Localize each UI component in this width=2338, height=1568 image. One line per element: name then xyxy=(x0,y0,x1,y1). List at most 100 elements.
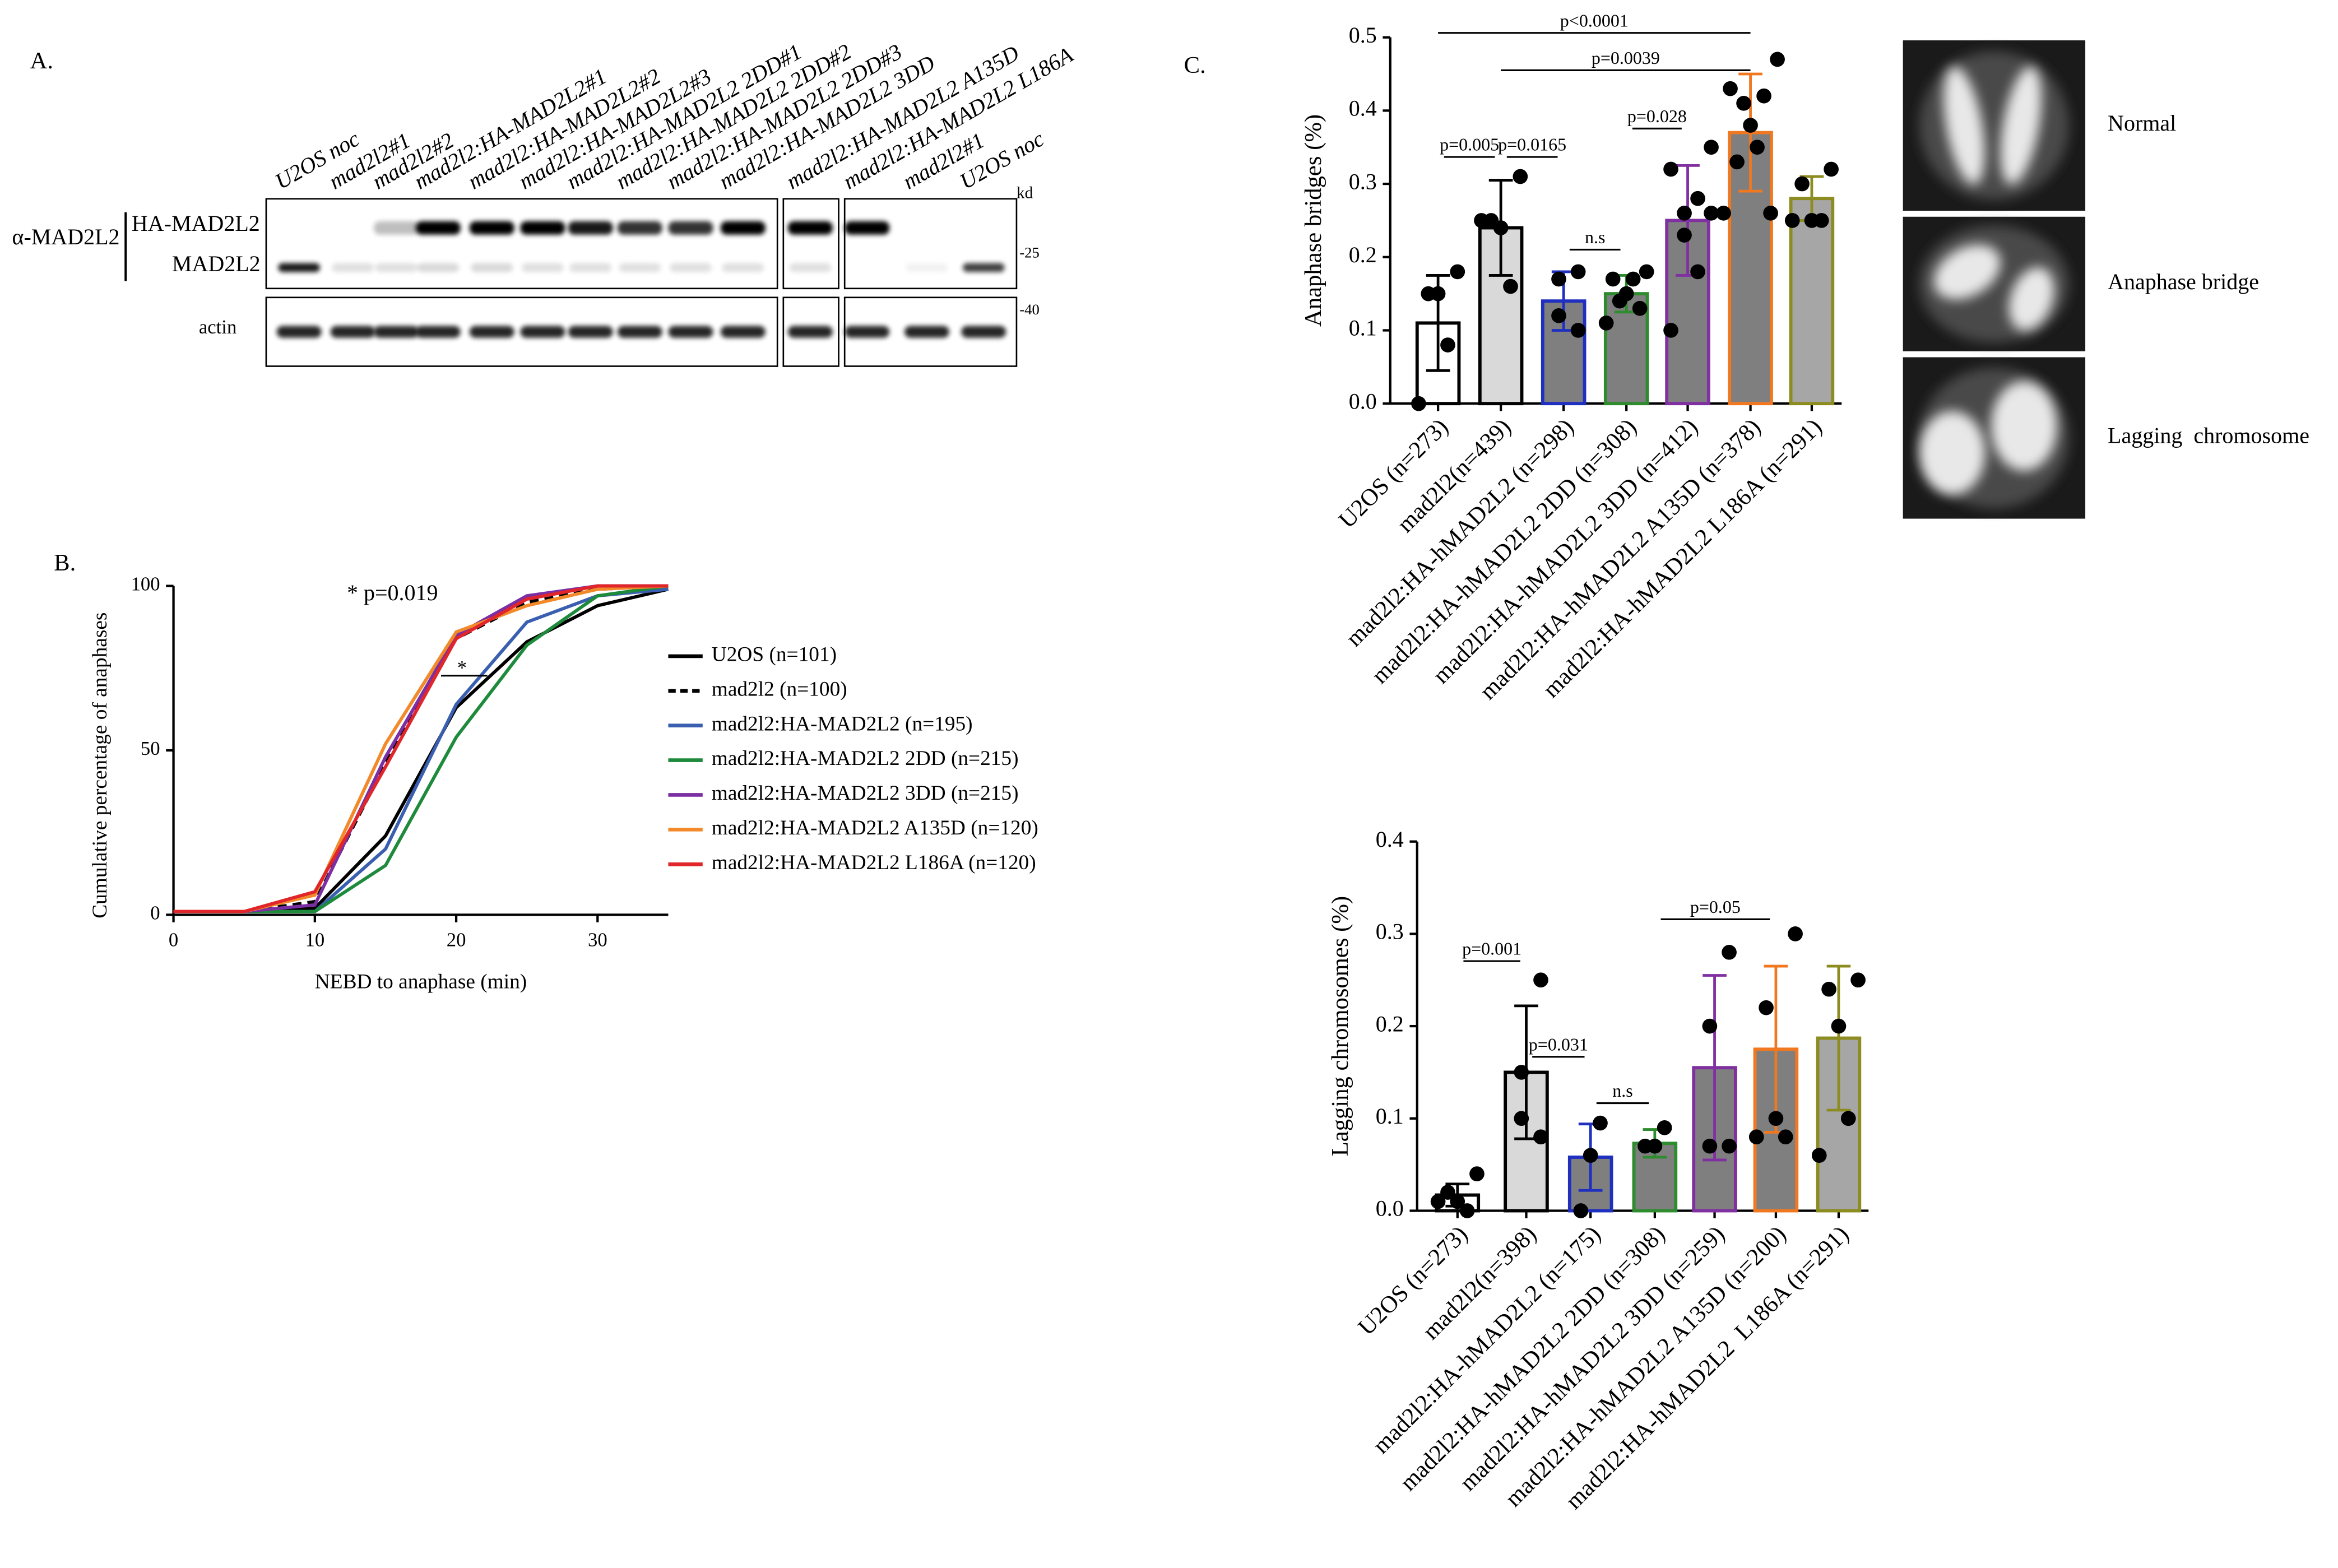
panel-label: B. xyxy=(54,550,76,576)
annotation: p<0.0001 xyxy=(1560,10,1629,30)
band xyxy=(789,263,832,272)
band xyxy=(469,326,514,338)
annotation: * p=0.019 xyxy=(347,580,438,605)
unit-label: kd xyxy=(1017,184,1033,202)
annotation: n.s xyxy=(1612,1080,1632,1101)
data-point xyxy=(1573,1203,1589,1218)
data-point xyxy=(1513,169,1528,184)
chromosomes xyxy=(2008,267,2054,331)
data-point xyxy=(1813,213,1829,228)
band xyxy=(332,263,374,272)
data-point xyxy=(1430,286,1446,301)
band xyxy=(720,221,766,235)
legend-label: U2OS (n=101) xyxy=(712,643,837,666)
band xyxy=(720,326,766,338)
data-point xyxy=(1702,1018,1718,1034)
band xyxy=(520,221,565,235)
legend-label: mad2l2:HA-MAD2L2 A135D (n=120) xyxy=(712,817,1038,839)
line xyxy=(173,584,669,913)
band xyxy=(520,326,565,338)
x-tick-label: 30 xyxy=(588,929,607,950)
data-point xyxy=(1533,972,1548,988)
band xyxy=(845,326,890,338)
chromosomes xyxy=(1919,411,1986,495)
data-point xyxy=(1440,337,1455,352)
data-point xyxy=(1788,926,1803,941)
band-label: actin xyxy=(199,317,236,338)
blot-frame xyxy=(782,198,839,290)
band xyxy=(522,263,564,272)
data-point xyxy=(1690,191,1705,206)
band xyxy=(375,263,418,272)
band xyxy=(471,263,513,272)
data-point xyxy=(1722,1138,1737,1154)
data-point xyxy=(1824,161,1839,177)
data-point xyxy=(1605,271,1621,287)
data-point xyxy=(1821,981,1836,997)
data-point xyxy=(1811,1148,1827,1163)
band xyxy=(670,263,712,272)
error-bar xyxy=(1826,964,1851,1112)
bar xyxy=(1789,197,1835,406)
data-point xyxy=(1583,1148,1598,1163)
line xyxy=(173,587,669,913)
annotation: p=0.005 xyxy=(1440,134,1499,155)
marker-label: -25 xyxy=(1019,244,1040,261)
blot-frame xyxy=(843,296,1018,367)
data-point xyxy=(1440,1185,1455,1200)
y-tick-label: 50 xyxy=(141,738,160,759)
x-axis-label: NEBD to anaphase (min) xyxy=(315,971,527,994)
data-point xyxy=(1551,271,1566,287)
band xyxy=(415,221,461,235)
data-point xyxy=(1750,140,1765,155)
data-point xyxy=(1625,271,1641,287)
annotation: * xyxy=(457,657,467,679)
y-tick-label: 0.4 xyxy=(1349,96,1377,121)
data-point xyxy=(1748,1129,1764,1145)
y-tick-label: 0.0 xyxy=(1376,1196,1404,1221)
data-point xyxy=(1704,206,1719,221)
data-point xyxy=(1794,176,1810,192)
y-tick-label: 0.4 xyxy=(1376,827,1404,852)
x-tick-label: 0 xyxy=(169,929,178,950)
blot-frame xyxy=(265,198,778,290)
y-tick-label: 0.2 xyxy=(1376,1011,1404,1036)
error-bar xyxy=(1703,974,1727,1162)
annotation: p=0.05 xyxy=(1690,897,1741,917)
data-point xyxy=(1736,95,1751,111)
band xyxy=(617,221,662,235)
data-point xyxy=(1850,972,1866,988)
data-point xyxy=(1743,118,1758,133)
marker-label: -40 xyxy=(1019,301,1040,318)
band-label: MAD2L2 xyxy=(172,251,261,276)
panel-label: C. xyxy=(1184,52,1206,78)
data-point xyxy=(1657,1120,1672,1135)
x-tick-label: U2OS (n=273) xyxy=(1334,414,1454,534)
band xyxy=(278,263,320,272)
data-point xyxy=(1763,206,1778,221)
y-tick-label: 0.0 xyxy=(1349,388,1377,414)
band xyxy=(617,326,662,338)
data-point xyxy=(1784,213,1800,228)
chromosomes xyxy=(1943,66,1985,185)
x-tick-label: mad2l2:HA-hMAD2L2 (n=298) xyxy=(1341,414,1579,652)
data-point xyxy=(1474,213,1489,228)
data-point xyxy=(1729,154,1745,170)
line xyxy=(173,584,669,913)
data-point xyxy=(1612,293,1627,309)
line xyxy=(173,584,669,913)
legend-label: mad2l2:HA-MAD2L2 (n=195) xyxy=(712,712,973,735)
data-point xyxy=(1411,396,1426,411)
x-tick-label: 20 xyxy=(447,929,466,950)
data-point xyxy=(1430,1194,1446,1209)
x-tick-label: mad2l2:HA-hMAD2L2 L186A (n=291) xyxy=(1561,1221,1854,1515)
data-point xyxy=(1831,1018,1847,1034)
antibody-label: α-MAD2L2 xyxy=(12,224,120,249)
micrograph-label: Lagging chromosome xyxy=(2108,423,2309,448)
y-tick-label: 0 xyxy=(150,902,160,924)
band xyxy=(415,326,461,338)
annotation: p=0.0039 xyxy=(1592,48,1660,68)
cell-glow xyxy=(1919,51,2069,200)
band-label: HA-MAD2L2 xyxy=(132,211,260,236)
data-point xyxy=(1768,1111,1784,1126)
